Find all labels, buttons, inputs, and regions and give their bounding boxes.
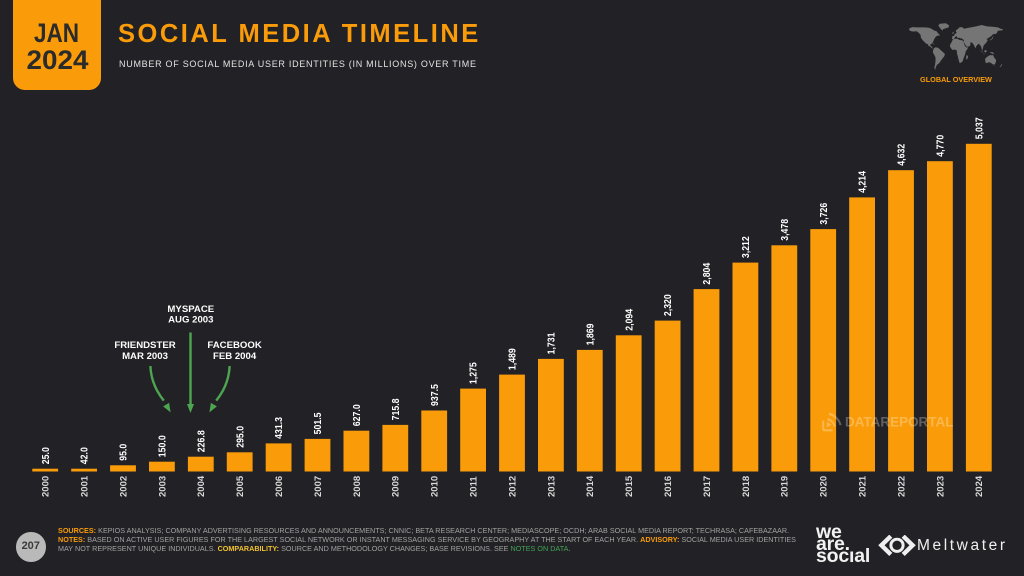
svg-text:2008: 2008 [352, 476, 363, 497]
svg-text:501.5: 501.5 [312, 412, 324, 435]
svg-text:2000: 2000 [41, 476, 52, 497]
svg-text:2011: 2011 [469, 476, 480, 497]
svg-text:3,478: 3,478 [779, 218, 791, 241]
svg-text:715.8: 715.8 [390, 398, 402, 421]
svg-text:FRIENDSTER: FRIENDSTER [114, 340, 175, 351]
svg-text:FEB 2004: FEB 2004 [213, 351, 257, 362]
svg-text:2017: 2017 [702, 476, 713, 497]
svg-text:2016: 2016 [663, 476, 674, 497]
svg-text:2022: 2022 [896, 476, 907, 497]
svg-text:937.5: 937.5 [429, 383, 441, 406]
svg-text:2,094: 2,094 [624, 308, 636, 331]
svg-text:2001: 2001 [80, 475, 91, 497]
svg-text:4,632: 4,632 [896, 144, 908, 166]
svg-text:2020: 2020 [819, 476, 830, 497]
svg-text:2004: 2004 [196, 475, 207, 497]
svg-text:MYSPACE: MYSPACE [167, 304, 214, 315]
svg-text:DATAREPORTAL: DATAREPORTAL [845, 414, 953, 429]
svg-text:2002: 2002 [118, 476, 129, 497]
svg-text:2009: 2009 [391, 476, 402, 497]
svg-text:2003: 2003 [157, 476, 168, 497]
svg-text:5,037: 5,037 [974, 117, 986, 139]
svg-text:FACEBOOK: FACEBOOK [207, 340, 261, 351]
svg-text:627.0: 627.0 [351, 404, 363, 426]
svg-text:1,731: 1,731 [546, 332, 558, 355]
svg-text:4,214: 4,214 [857, 170, 869, 193]
svg-text:4,770: 4,770 [935, 135, 947, 157]
svg-text:MAR 2003: MAR 2003 [122, 351, 168, 362]
svg-text:295.0: 295.0 [235, 426, 247, 448]
svg-text:2024: 2024 [974, 475, 985, 497]
svg-text:42.0: 42.0 [79, 447, 91, 464]
svg-text:AUG 2003: AUG 2003 [168, 315, 213, 326]
svg-text:2012: 2012 [507, 476, 518, 497]
svg-text:2015: 2015 [624, 475, 635, 497]
svg-text:2007: 2007 [313, 476, 324, 497]
svg-text:2006: 2006 [274, 476, 285, 497]
svg-text:95.0: 95.0 [118, 444, 130, 461]
svg-text:2023: 2023 [935, 476, 946, 497]
svg-text:2021: 2021 [858, 475, 869, 497]
svg-text:2013: 2013 [546, 476, 557, 497]
svg-text:1,869: 1,869 [585, 324, 597, 346]
svg-text:2010: 2010 [430, 476, 441, 497]
svg-text:2005: 2005 [235, 475, 246, 497]
svg-text:25.0: 25.0 [40, 447, 52, 464]
svg-text:3,726: 3,726 [818, 203, 830, 225]
svg-text:2,320: 2,320 [663, 294, 675, 316]
svg-text:1,275: 1,275 [468, 362, 480, 385]
svg-text:2,804: 2,804 [701, 262, 713, 285]
svg-text:150.0: 150.0 [157, 435, 169, 457]
svg-text:2014: 2014 [585, 475, 596, 497]
svg-text:2019: 2019 [780, 476, 791, 497]
svg-text:226.8: 226.8 [196, 430, 208, 453]
svg-text:3,212: 3,212 [740, 236, 752, 258]
svg-text:1,489: 1,489 [507, 348, 519, 370]
svg-text:431.3: 431.3 [274, 417, 286, 439]
svg-text:2018: 2018 [741, 476, 752, 497]
